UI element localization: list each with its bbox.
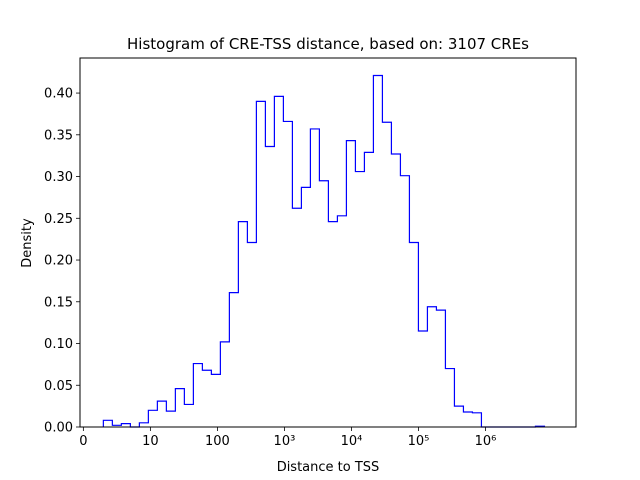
y-tick-label: 0.30 [44, 170, 73, 185]
y-tick-label: 0.20 [44, 254, 73, 269]
histogram-bin [454, 406, 463, 427]
histogram-bin [400, 176, 409, 427]
histogram-bin [220, 342, 229, 427]
histogram-bin [148, 410, 157, 427]
y-tick-label: 0.05 [44, 379, 73, 394]
histogram-bin [193, 364, 202, 427]
histogram-bin [337, 216, 346, 427]
x-tick-label: 10⁶ [475, 434, 497, 449]
histogram-bin [427, 307, 436, 427]
histogram-bin [301, 187, 310, 427]
histogram-bin [463, 412, 472, 427]
histogram-bin [418, 331, 427, 427]
x-tick-label: 0 [79, 434, 87, 449]
histogram-bin [166, 411, 175, 427]
histogram-bin [472, 413, 481, 427]
plot-frame [79, 57, 577, 428]
histogram-bin [247, 243, 256, 428]
histogram-bin [409, 243, 418, 428]
histogram-bin [103, 420, 112, 427]
histogram-bin [265, 146, 274, 427]
histogram-bin [238, 222, 247, 427]
chart-title: Histogram of CRE-TSS distance, based on:… [127, 35, 529, 53]
histogram-bin [346, 141, 355, 427]
histogram-bin [382, 122, 391, 427]
x-tick-label: 100 [205, 434, 230, 449]
histogram-bin [436, 310, 445, 427]
y-tick-label: 0.35 [44, 128, 73, 143]
histogram-bin [364, 152, 373, 427]
histogram-bin [292, 208, 301, 427]
histogram-bin [445, 369, 454, 427]
histogram-bin [139, 423, 148, 427]
histogram-bin [211, 374, 220, 427]
x-tick-label: 10⁵ [408, 434, 430, 449]
x-axis-label: Distance to TSS [277, 460, 380, 475]
histogram-bin [157, 401, 166, 427]
histogram-bin [175, 389, 184, 427]
y-tick-label: 0.40 [44, 87, 73, 102]
y-tick-label: 0.10 [44, 337, 73, 352]
histogram-bin [202, 370, 211, 427]
histogram-bin [319, 181, 328, 427]
x-tick-label: 10⁴ [341, 434, 363, 449]
histogram-bin [184, 404, 193, 427]
histogram-bin [373, 76, 382, 427]
x-tick-label: 10 [142, 434, 159, 449]
histogram-step-line [102, 74, 546, 428]
y-axis-label: Density [20, 218, 35, 268]
histogram-bin [121, 424, 130, 427]
y-tick-label: 0.25 [44, 212, 73, 227]
x-tick-label: 10³ [274, 434, 296, 449]
histogram-bin [256, 101, 265, 427]
histogram-bin [355, 172, 364, 427]
histogram-bin [283, 121, 292, 427]
histogram-bin [229, 293, 238, 427]
histogram-bin [391, 154, 400, 427]
y-tick-label: 0.15 [44, 295, 73, 310]
histogram-bin [328, 222, 337, 427]
histogram-bin [310, 129, 319, 427]
y-tick-label: 0.00 [44, 421, 73, 436]
histogram-bin [274, 96, 283, 427]
